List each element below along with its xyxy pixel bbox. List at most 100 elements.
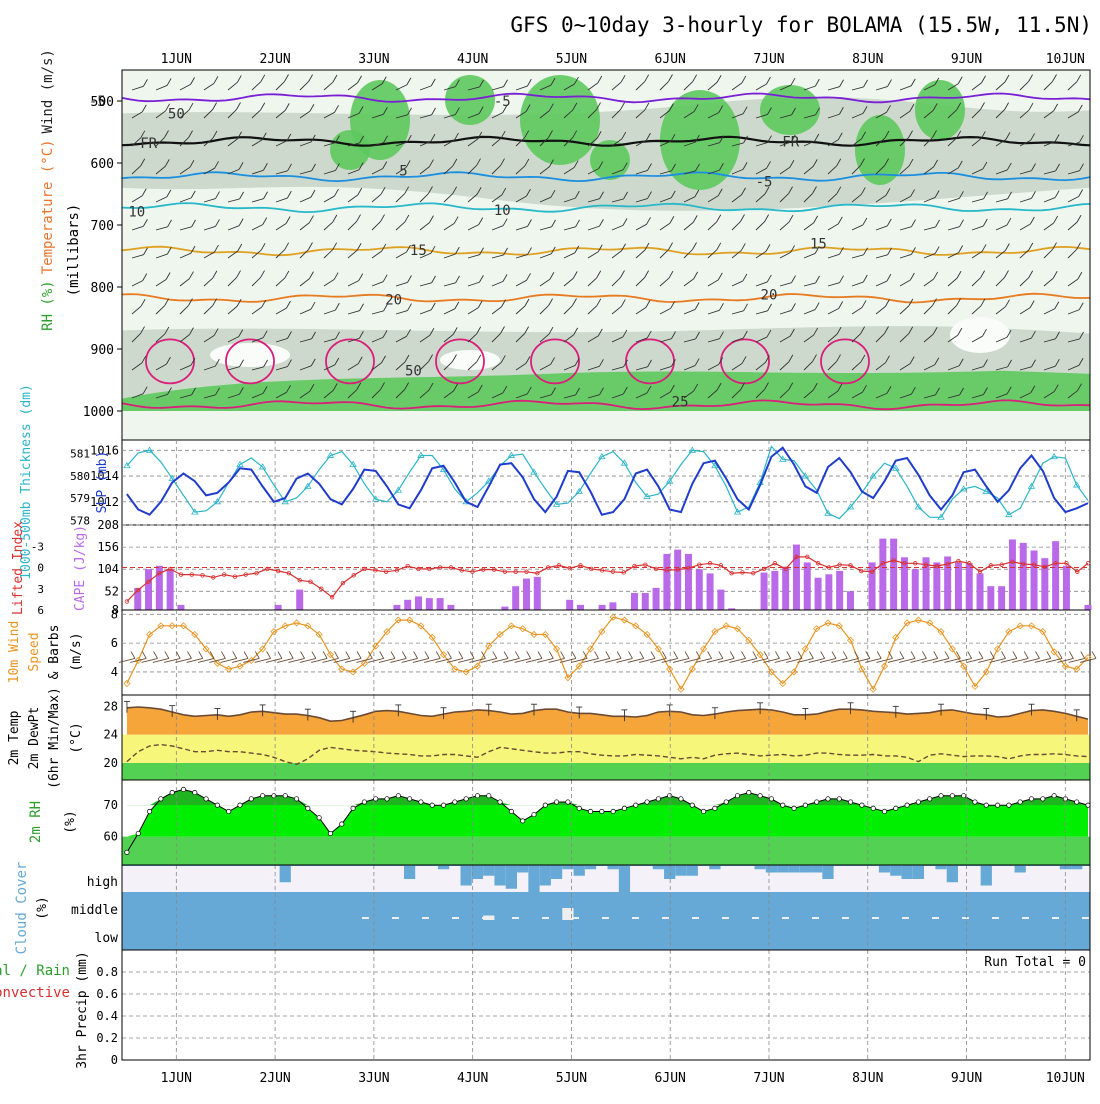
lifted-marker <box>718 563 724 568</box>
lifted-marker <box>621 570 626 575</box>
wind-barb-flag <box>596 130 602 139</box>
rh-moist-patch <box>590 140 630 180</box>
cape-bar <box>933 562 941 610</box>
wind-barb <box>179 226 192 231</box>
cloud-high-bar <box>550 866 563 879</box>
lifted-marker <box>124 599 130 604</box>
wind-barb-flag <box>788 214 794 223</box>
wind-barb-flag <box>860 326 866 334</box>
wind-barb-flag <box>719 331 724 339</box>
wind-barb <box>395 141 408 147</box>
wind-barb <box>971 251 983 259</box>
wind-barb-flag <box>309 271 314 279</box>
cape-bar <box>512 586 520 610</box>
thickness-marker <box>892 464 900 471</box>
precip-tick-label: 0 <box>111 1053 118 1067</box>
slp-tick-label: 1012 <box>90 495 119 509</box>
wind-speed-marker <box>372 642 380 650</box>
cape-bar <box>576 604 584 610</box>
cloud-high-bar <box>483 866 495 876</box>
lifted-marker <box>275 568 281 574</box>
lifted-marker <box>416 566 421 572</box>
wind-speed-marker <box>994 645 1002 653</box>
rh-marker <box>429 802 435 808</box>
rh-marker <box>1040 796 1046 802</box>
wind-barb <box>227 277 237 287</box>
wind-barb <box>1043 338 1056 343</box>
wind-barb <box>371 113 384 119</box>
wind-barb-flag <box>212 130 218 139</box>
cape-bar <box>674 549 682 610</box>
wind-barb <box>803 309 816 315</box>
wind-barb <box>875 86 888 91</box>
wind-barb-flag <box>884 130 890 139</box>
wind-speed-marker <box>926 619 934 627</box>
wind-barb-flag <box>503 79 508 87</box>
wind-barb <box>563 365 576 371</box>
rh-marker <box>576 805 582 811</box>
wind-barb <box>203 394 216 399</box>
rh-marker <box>633 802 639 808</box>
wind-barb <box>419 166 430 175</box>
wind-barb-flag <box>716 382 722 391</box>
wind-barb-flag <box>980 102 985 110</box>
wind-barb-flag <box>766 274 772 283</box>
wind-barb <box>831 657 848 663</box>
cape-bar <box>782 566 790 610</box>
wind-barb-flag <box>239 359 244 367</box>
wind-barb <box>1067 196 1079 203</box>
wind-speed-marker <box>700 645 708 653</box>
wind-barb-flag <box>1079 163 1084 171</box>
wind-barb <box>853 657 870 663</box>
y-tick-label: 1000 <box>83 405 114 420</box>
wind-barb-flag <box>1006 162 1012 171</box>
wind-barb-flag <box>646 217 651 225</box>
wind-speed-marker <box>937 628 945 636</box>
contour-label: 50 <box>168 106 185 122</box>
cloud-high-bar <box>528 866 540 892</box>
wind-barb-flag <box>886 105 891 113</box>
cloud-high-bar <box>607 866 619 870</box>
wind-barb-flag <box>1005 132 1011 140</box>
precip-convective-label: Convective <box>0 985 70 1001</box>
wind-barb <box>611 250 622 259</box>
lifted-marker <box>740 570 745 575</box>
wind-barb-flag <box>670 190 676 199</box>
wind-barb <box>635 306 647 315</box>
wind-barb-flag <box>1004 270 1009 278</box>
cloud-level-label: low <box>95 931 119 946</box>
contour-label: FR <box>782 134 799 150</box>
thickness-marker <box>914 503 923 510</box>
wind-barb-flag <box>673 651 679 659</box>
wind-barb-flag <box>644 270 649 278</box>
cloud-high-bar <box>811 866 823 873</box>
wind-barb <box>731 389 741 399</box>
thickness-marker <box>371 495 380 502</box>
wind-barb <box>659 170 672 175</box>
chart-title: GFS 0~10day 3-hourly for BOLAMA (15.5W, … <box>510 13 1092 37</box>
wind-barb-flag <box>982 218 988 227</box>
wind-barb-flag <box>286 190 292 199</box>
rh-marker <box>701 808 707 815</box>
wind-barb-flag <box>575 219 580 228</box>
wind-barb <box>995 109 1005 119</box>
rh-marker <box>599 808 605 815</box>
wind-barb <box>875 165 885 175</box>
wind-barb-flag <box>500 355 506 363</box>
wind-barb-flag <box>956 298 961 306</box>
cloud-high-bar <box>584 866 597 870</box>
wind-barb-flag <box>500 158 505 166</box>
wind-barb <box>851 281 864 287</box>
wind-barb <box>1068 657 1085 663</box>
wind-barb <box>899 226 912 231</box>
wind-barb <box>367 657 384 663</box>
wind-barb-flag <box>742 330 748 339</box>
wind-barb-flag <box>764 186 770 195</box>
wind-barb-flag <box>560 651 565 659</box>
wind-barb <box>755 114 768 119</box>
wind-barb-flag <box>164 326 170 335</box>
lifted-marker <box>697 562 702 567</box>
wind-barb <box>1043 141 1056 147</box>
wind-barb <box>371 221 381 231</box>
wind-barb-flag <box>407 275 412 283</box>
